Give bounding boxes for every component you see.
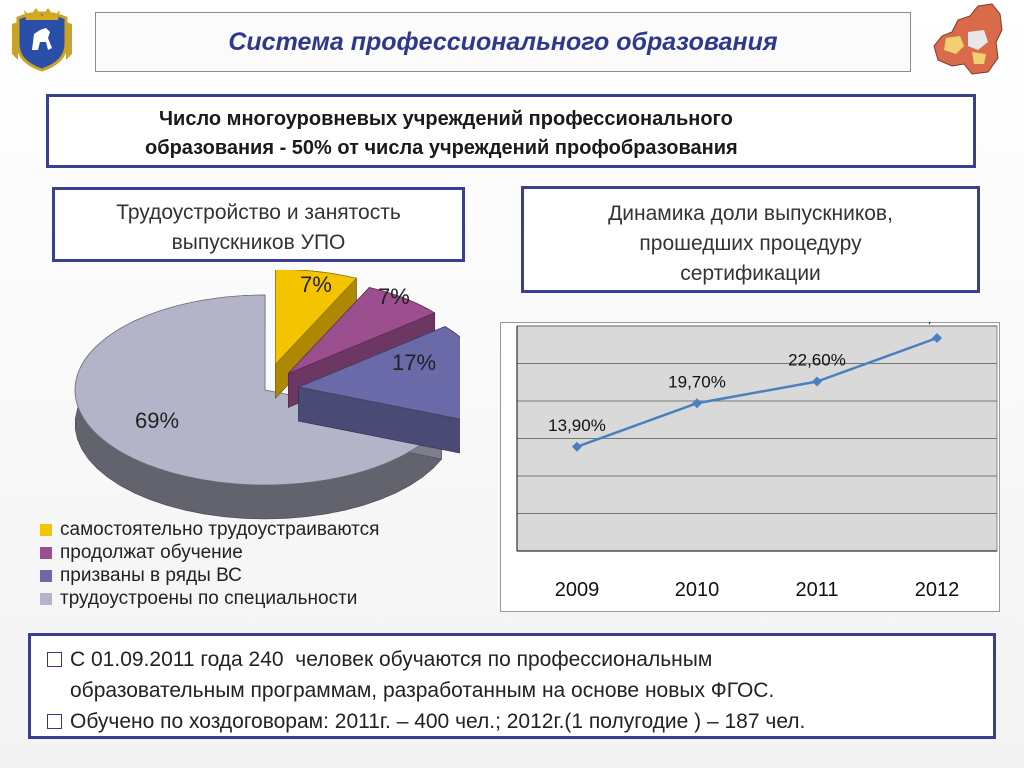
- legend-swatch: [40, 523, 52, 536]
- legend-item: трудоустроены по специальности: [40, 587, 460, 610]
- legend-item: продолжат обучение: [40, 541, 460, 564]
- line-title-line-3: сертификации: [680, 262, 821, 285]
- line-chart: 2009 2010 2011 2012 13,90% 19,70% 22,60% 28,40%: [516, 322, 998, 601]
- data-point: [932, 333, 942, 343]
- line-title-line-2: прошедших процедуру: [639, 232, 862, 255]
- note-text: С 01.09.2011 года 240 человек обучаются …: [70, 648, 775, 702]
- x-tick-label: 2009: [555, 579, 600, 601]
- x-tick-label: 2010: [675, 579, 720, 601]
- pie-title-line-1: Трудоустройство и занятость: [116, 201, 401, 224]
- data-point: [572, 441, 582, 452]
- data-label: 28,40%: [908, 322, 966, 326]
- legend-label: самостоятельно трудоустраиваются: [60, 518, 380, 540]
- data-label: 19,70%: [668, 372, 726, 391]
- pie-title-line-2: выпускников УПО: [171, 231, 346, 254]
- pie-data-label: 7%: [378, 284, 410, 309]
- pie-data-label: 7%: [300, 272, 332, 297]
- x-tick-label: 2012: [915, 579, 960, 601]
- pie-chart-title-box: Трудоустройство и занятость выпускников …: [52, 187, 465, 262]
- pie-slice: [287, 287, 436, 374]
- pie-slice: [297, 326, 460, 420]
- title-box: Система профессионального образования: [95, 12, 911, 72]
- data-point: [692, 398, 702, 409]
- legend-item: призваны в ряды ВС: [40, 564, 460, 587]
- x-tick-label: 2011: [795, 579, 838, 601]
- page-title: Система профессионального образования: [228, 27, 778, 56]
- region-map-icon: [933, 3, 1003, 75]
- data-label: 13,90%: [548, 416, 606, 435]
- checkbox-bullet-icon: [47, 714, 62, 729]
- note-item: С 01.09.2011 года 240 человек обучаются …: [47, 644, 981, 706]
- summary-line-2: образования - 50% от числа учреждений пр…: [145, 137, 738, 159]
- pie-slice: [275, 270, 358, 366]
- legend-swatch: [40, 569, 52, 582]
- pie-slice: [74, 294, 443, 486]
- checkbox-bullet-icon: [47, 652, 62, 667]
- data-point: [812, 376, 822, 387]
- legend-label: продолжат обучение: [60, 541, 243, 563]
- pie-data-label: 17%: [392, 350, 436, 375]
- coat-of-arms-icon: [12, 8, 72, 72]
- legend-label: трудоустроены по специальности: [60, 587, 358, 609]
- pie-slice-group: [297, 325, 460, 454]
- pie-chart: 7% 7% 17% 69%: [74, 270, 460, 520]
- series-line: [576, 336, 938, 448]
- line-chart-title-box: Динамика доли выпускников, прошедших про…: [521, 186, 980, 293]
- legend-swatch: [40, 546, 52, 559]
- summary-line-1: Число многоуровневых учреждений професси…: [159, 108, 733, 130]
- legend-item: самостоятельно трудоустраиваются: [40, 518, 460, 541]
- notes-box: С 01.09.2011 года 240 человек обучаются …: [28, 633, 996, 739]
- legend-swatch: [40, 592, 52, 605]
- data-label: 22,60%: [788, 351, 846, 370]
- note-item: Обучено по хоздоговорам: 2011г. – 400 че…: [47, 706, 981, 737]
- line-title-line-1: Динамика доли выпускников,: [608, 202, 893, 225]
- pie-legend: самостоятельно трудоустраиваются продолж…: [40, 518, 460, 610]
- pie-data-label: 69%: [135, 408, 179, 433]
- note-text: Обучено по хоздоговорам: 2011г. – 400 че…: [70, 710, 806, 733]
- legend-label: призваны в ряды ВС: [60, 564, 242, 586]
- summary-box: Число многоуровневых учреждений професси…: [46, 94, 976, 168]
